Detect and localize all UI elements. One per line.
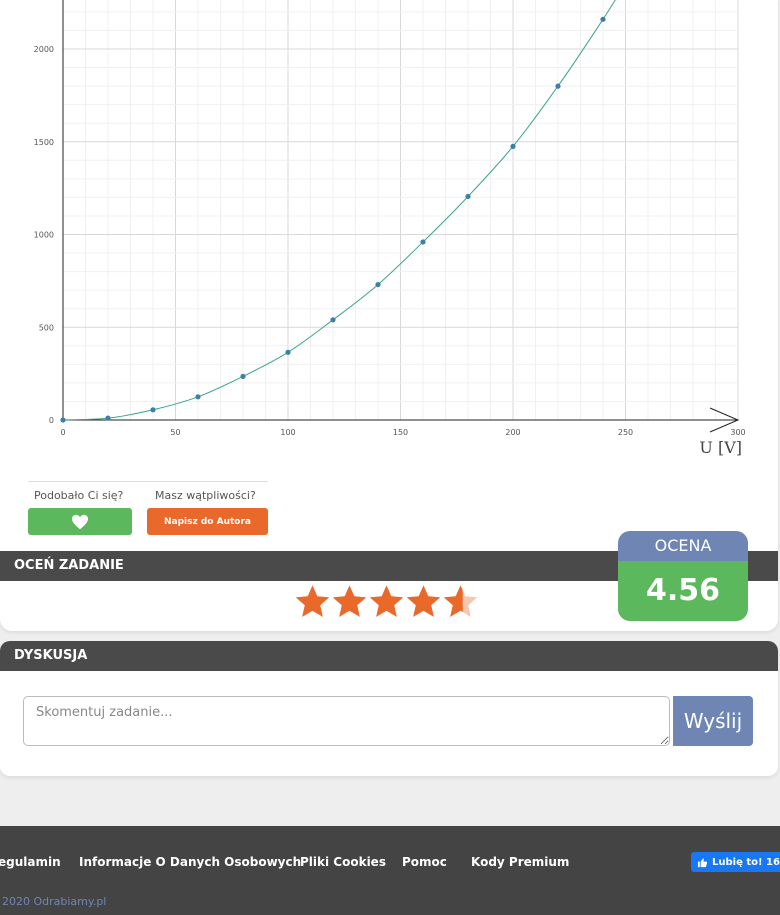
like-button[interactable] [28, 508, 132, 535]
heart-icon [72, 514, 88, 529]
x-tick-label: 100 [280, 428, 295, 437]
data-point [150, 407, 156, 413]
reaction-section: Podobało Ci się? Masz wątpliwości? [28, 481, 268, 502]
data-point [465, 193, 471, 200]
fb-like-button[interactable]: Lubię to! 16 [691, 852, 780, 872]
x-tick-label: 300 [730, 428, 745, 437]
chart-ticks: 0 50 100 150 200 250 300 0 500 1000 1500 2000 [34, 45, 746, 437]
chart: 0 50 100 150 200 250 300 0 500 1000 1500 2000 U [V] [34, 0, 746, 457]
data-point [420, 239, 426, 245]
x-tick-label: 50 [170, 428, 180, 437]
data-point [555, 83, 561, 89]
chart-axes [62, 0, 740, 433]
star-icon[interactable] [368, 583, 405, 620]
chart-points [60, 16, 606, 423]
data-point [195, 394, 201, 400]
discussion-header: DYSKUSJA [0, 641, 778, 671]
star-rating[interactable] [294, 583, 479, 620]
data-point [330, 317, 336, 323]
y-tick-label: 1000 [34, 231, 54, 240]
copyright: 2020 Odrabiamy.pl [2, 895, 107, 908]
star-icon[interactable] [405, 583, 442, 620]
thumbs-up-icon [697, 857, 708, 867]
y-tick-label: 1500 [34, 138, 54, 147]
fit-curve [62, 0, 616, 421]
footer-link-premium[interactable]: Kody Premium [471, 855, 570, 869]
y-tick-label: 2000 [34, 45, 54, 54]
footer-link-regulamin[interactable]: egulamin [0, 855, 61, 869]
data-point [510, 143, 516, 149]
data-point [240, 373, 246, 380]
y-tick-label: 0 [49, 416, 54, 425]
star-icon[interactable] [294, 583, 331, 620]
x-tick-label: 150 [393, 428, 408, 437]
star-icon[interactable] [331, 583, 368, 620]
data-point [60, 417, 66, 423]
x-tick-label: 200 [505, 428, 520, 437]
data-point [600, 16, 606, 22]
fb-like-label: Lubię to! 16 [712, 856, 780, 868]
send-button[interactable]: Wyślij [673, 696, 753, 746]
star-icon[interactable] [442, 583, 479, 620]
data-point [375, 281, 381, 288]
score-badge: OCENA 4.56 [618, 531, 748, 621]
footer-link-cookies[interactable]: Pliki Cookies [300, 855, 386, 869]
footer-link-help[interactable]: Pomoc [402, 855, 447, 869]
write-to-author-button[interactable]: Napisz do Autora [147, 508, 268, 535]
x-tick-label: 0 [60, 428, 65, 437]
data-point [285, 349, 291, 355]
score-title: OCENA [618, 531, 748, 561]
x-axis-label: U [V] [699, 438, 742, 457]
comment-input[interactable] [23, 696, 670, 746]
footer-link-privacy[interactable]: Informacje O Danych Osobowych [79, 855, 302, 869]
y-tick-label: 500 [39, 323, 54, 332]
footer: egulamin Informacje O Danych Osobowych P… [0, 826, 780, 915]
x-tick-label: 250 [618, 428, 633, 437]
chart-grid [62, 0, 739, 421]
x-axis-arrow [709, 407, 740, 433]
doubt-label: Masz wątpliwości? [155, 489, 256, 502]
like-label: Podobało Ci się? [34, 489, 124, 502]
score-value: 4.56 [618, 561, 748, 621]
data-point [105, 415, 111, 421]
